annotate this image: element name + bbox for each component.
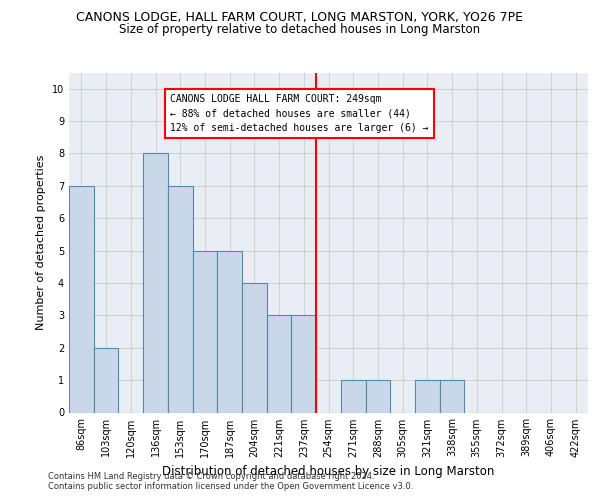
Y-axis label: Number of detached properties: Number of detached properties [37,155,46,330]
Bar [193,250,217,412]
Text: Size of property relative to detached houses in Long Marston: Size of property relative to detached ho… [119,22,481,36]
Bar [365,380,390,412]
Bar [440,380,464,412]
Bar [217,250,242,412]
Bar [341,380,365,412]
Text: CANONS LODGE, HALL FARM COURT, LONG MARSTON, YORK, YO26 7PE: CANONS LODGE, HALL FARM COURT, LONG MARS… [77,11,523,24]
Text: Contains HM Land Registry data © Crown copyright and database right 2024.: Contains HM Land Registry data © Crown c… [48,472,374,481]
X-axis label: Distribution of detached houses by size in Long Marston: Distribution of detached houses by size … [163,465,494,478]
Text: CANONS LODGE HALL FARM COURT: 249sqm
← 88% of detached houses are smaller (44)
1: CANONS LODGE HALL FARM COURT: 249sqm ← 8… [170,94,429,133]
Bar [267,316,292,412]
Bar [242,283,267,412]
Bar [292,316,316,412]
Text: Contains public sector information licensed under the Open Government Licence v3: Contains public sector information licen… [48,482,413,491]
Bar [168,186,193,412]
Bar [69,186,94,412]
Bar [143,154,168,412]
Bar [415,380,440,412]
Bar [94,348,118,412]
